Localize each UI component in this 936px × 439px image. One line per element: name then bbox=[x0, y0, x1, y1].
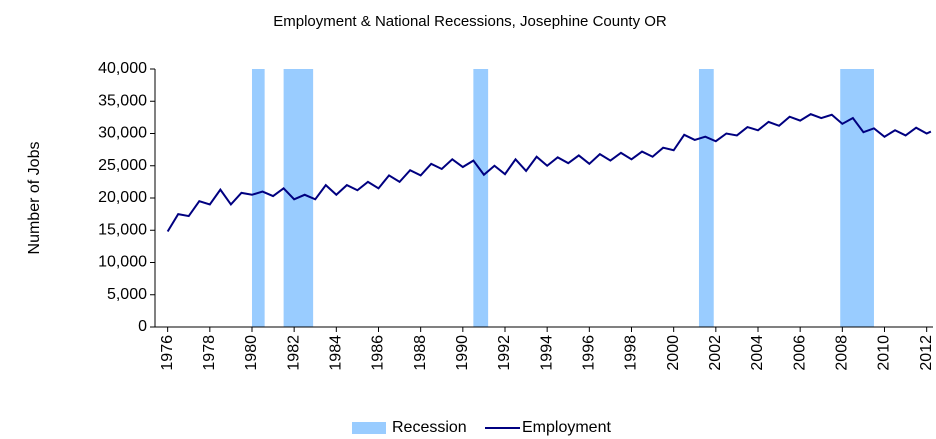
x-tick-label: 1990 bbox=[454, 335, 471, 371]
y-tick-label: 5,000 bbox=[107, 286, 147, 303]
y-tick-label: 40,000 bbox=[98, 60, 147, 77]
x-tick-label: 2002 bbox=[707, 335, 724, 371]
x-tick-label: 1978 bbox=[201, 335, 218, 371]
y-tick-label: 25,000 bbox=[98, 157, 147, 174]
x-tick-label: 2000 bbox=[665, 335, 682, 371]
x-tick-label: 1980 bbox=[243, 335, 260, 371]
chart-title: Employment & National Recessions, Joseph… bbox=[273, 13, 667, 30]
x-tick-label: 2008 bbox=[834, 335, 851, 371]
x-tick-label: 2010 bbox=[876, 335, 893, 371]
x-tick-label: 1996 bbox=[581, 335, 598, 371]
employment-line bbox=[166, 113, 932, 233]
x-tick-label: 1982 bbox=[285, 335, 302, 371]
x-tick-label: 1994 bbox=[538, 335, 555, 371]
y-axis-label: Number of Jobs bbox=[26, 142, 43, 255]
x-tick-label: 1984 bbox=[328, 335, 345, 371]
recession-band bbox=[840, 69, 874, 327]
recession-band bbox=[251, 69, 265, 327]
legend-label: Employment bbox=[522, 419, 611, 436]
y-tick-label: 20,000 bbox=[98, 189, 147, 206]
x-tick-label: 1976 bbox=[159, 335, 176, 371]
legend-label: Recession bbox=[392, 419, 467, 436]
x-tick-label: 1992 bbox=[496, 335, 513, 371]
x-tick-label: 2004 bbox=[749, 335, 766, 371]
y-tick-label: 0 bbox=[138, 318, 147, 335]
recession-band bbox=[473, 69, 489, 327]
y-tick-label: 10,000 bbox=[98, 254, 147, 271]
y-tick-label: 35,000 bbox=[98, 92, 147, 109]
x-tick-label: 1998 bbox=[623, 335, 640, 371]
x-tick-label: 1986 bbox=[370, 335, 387, 371]
x-tick-label: 2012 bbox=[918, 335, 935, 371]
y-tick-label: 15,000 bbox=[98, 221, 147, 238]
legend-swatch bbox=[352, 422, 386, 434]
x-tick-label: 2006 bbox=[791, 335, 808, 371]
x-tick-label: 1988 bbox=[412, 335, 429, 371]
recession-band bbox=[698, 69, 714, 327]
y-tick-label: 30,000 bbox=[98, 125, 147, 142]
